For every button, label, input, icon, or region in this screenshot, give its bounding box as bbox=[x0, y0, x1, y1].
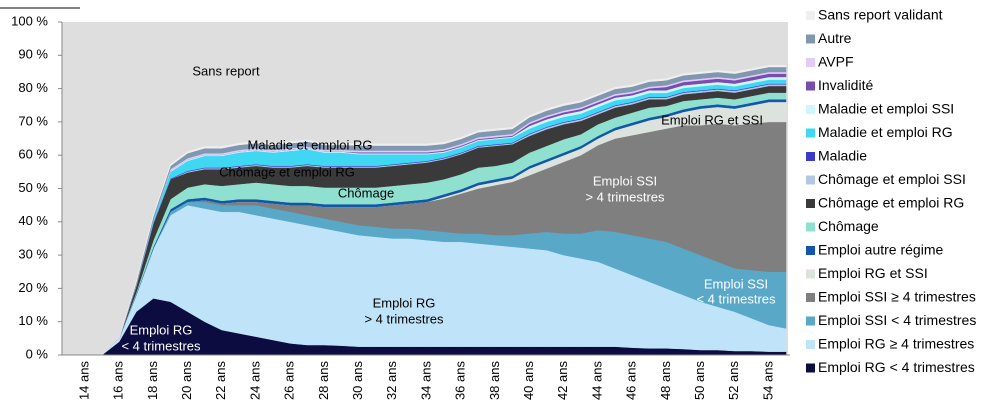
annotation: Chômage bbox=[338, 185, 394, 200]
annotation: Emploi SSI bbox=[704, 276, 768, 291]
y-tick-label: 60 % bbox=[18, 147, 48, 162]
y-tick-label: 10 % bbox=[18, 313, 48, 328]
legend-label: Emploi RG ≥ 4 trimestres bbox=[818, 336, 974, 352]
x-tick-label: 24 ans bbox=[247, 361, 262, 401]
x-tick-label: 16 ans bbox=[111, 361, 126, 401]
legend-swatch bbox=[806, 128, 815, 138]
y-tick-label: 90 % bbox=[18, 47, 48, 62]
annotation: Emploi RG bbox=[373, 295, 436, 310]
x-tick-label: 26 ans bbox=[282, 361, 297, 401]
legend-swatch bbox=[806, 105, 815, 114]
y-tick-label: 30 % bbox=[18, 247, 48, 262]
x-tick-label: 14 ans bbox=[76, 361, 91, 401]
legend-swatch bbox=[806, 199, 815, 208]
areas bbox=[85, 65, 787, 356]
y-tick-label: 0 % bbox=[26, 346, 49, 361]
legend-label: Maladie et emploi SSI bbox=[818, 101, 954, 117]
annotation: Chômage et emploi RG bbox=[219, 164, 355, 179]
legend-swatch bbox=[806, 81, 815, 91]
y-tick-label: 80 % bbox=[18, 80, 48, 95]
x-tick-label: 38 ans bbox=[487, 361, 502, 401]
legend: Emploi RG < 4 trimestres Emploi RG ≥ 4 tr… bbox=[806, 7, 976, 375]
axes: 0 % 10 % 20 % 30 % 40 % 50 % 60 % 70 % 80 % 90 % 1… bbox=[11, 13, 790, 400]
x-tick-label: 32 ans bbox=[384, 361, 399, 401]
legend-swatch bbox=[806, 293, 815, 302]
y-tick-label: 50 % bbox=[18, 180, 48, 195]
legend-swatch bbox=[806, 152, 815, 161]
annotation: < 4 trimestres bbox=[121, 338, 201, 353]
y-tick-label: 100 % bbox=[11, 13, 48, 28]
x-tick-label: 54 ans bbox=[760, 361, 775, 401]
y-tick-label: 70 % bbox=[18, 113, 48, 128]
x-tick-label: 36 ans bbox=[453, 361, 468, 401]
legend-swatch bbox=[806, 316, 815, 326]
legend-label: Autre bbox=[818, 30, 852, 46]
x-tick-label: 40 ans bbox=[521, 361, 536, 401]
annotation: Emploi SSI bbox=[593, 173, 657, 188]
legend-label: Emploi autre régime bbox=[818, 242, 943, 258]
annotation: < 4 trimestres bbox=[696, 291, 776, 306]
legend-swatch bbox=[806, 34, 815, 44]
annotation: Maladie et emploi RG bbox=[248, 137, 373, 152]
legend-swatch bbox=[806, 363, 815, 373]
y-tick-label: 20 % bbox=[18, 280, 48, 295]
legend-swatch bbox=[806, 11, 815, 20]
x-tick-label: 28 ans bbox=[316, 361, 331, 401]
legend-label: Chômage bbox=[818, 218, 879, 234]
legend-swatch bbox=[806, 340, 815, 349]
x-tick-label: 22 ans bbox=[213, 361, 228, 401]
y-tick-label: 40 % bbox=[18, 213, 48, 228]
annotations: Sans report Maladie et emploi RG Chômage… bbox=[121, 63, 776, 353]
x-tick-label: 46 ans bbox=[624, 361, 639, 401]
x-tick-label: 44 ans bbox=[589, 361, 604, 401]
annotation: Emploi RG bbox=[130, 322, 193, 337]
area bbox=[85, 65, 787, 356]
annotation: > 4 trimestres bbox=[585, 189, 665, 204]
legend-label: Emploi SSI ≥ 4 trimestres bbox=[818, 289, 976, 305]
annotation: > 4 trimestres bbox=[364, 311, 444, 326]
legend-label: Emploi SSI < 4 trimestres bbox=[818, 312, 976, 328]
x-tick-label: 50 ans bbox=[692, 361, 707, 401]
legend-label: Invalidité bbox=[818, 77, 873, 93]
x-tick-label: 34 ans bbox=[418, 361, 433, 401]
legend-label: Chômage et emploi RG bbox=[818, 195, 964, 211]
legend-label: Emploi RG < 4 trimestres bbox=[818, 359, 975, 375]
x-tick-label: 52 ans bbox=[726, 361, 741, 401]
annotation: Emploi RG et SSI bbox=[661, 112, 763, 127]
x-tick-label: 30 ans bbox=[350, 361, 365, 401]
legend-swatch bbox=[806, 246, 815, 255]
x-tick-label: 20 ans bbox=[179, 361, 194, 401]
legend-swatch bbox=[806, 58, 815, 67]
annotation: Sans report bbox=[192, 63, 260, 78]
x-tick-label: 48 ans bbox=[658, 361, 673, 401]
legend-swatch bbox=[806, 175, 815, 185]
x-tick-label: 42 ans bbox=[555, 361, 570, 401]
legend-swatch bbox=[806, 269, 815, 279]
legend-label: Maladie bbox=[818, 148, 867, 164]
legend-label: AVPF bbox=[818, 54, 854, 70]
x-tick-label: 18 ans bbox=[145, 361, 160, 401]
legend-label: Sans report validant bbox=[818, 7, 943, 23]
legend-label: Chômage et emploi SSI bbox=[818, 171, 966, 187]
legend-label: Maladie et emploi RG bbox=[818, 124, 953, 140]
legend-swatch bbox=[806, 222, 815, 232]
legend-label: Emploi RG et SSI bbox=[818, 265, 928, 281]
